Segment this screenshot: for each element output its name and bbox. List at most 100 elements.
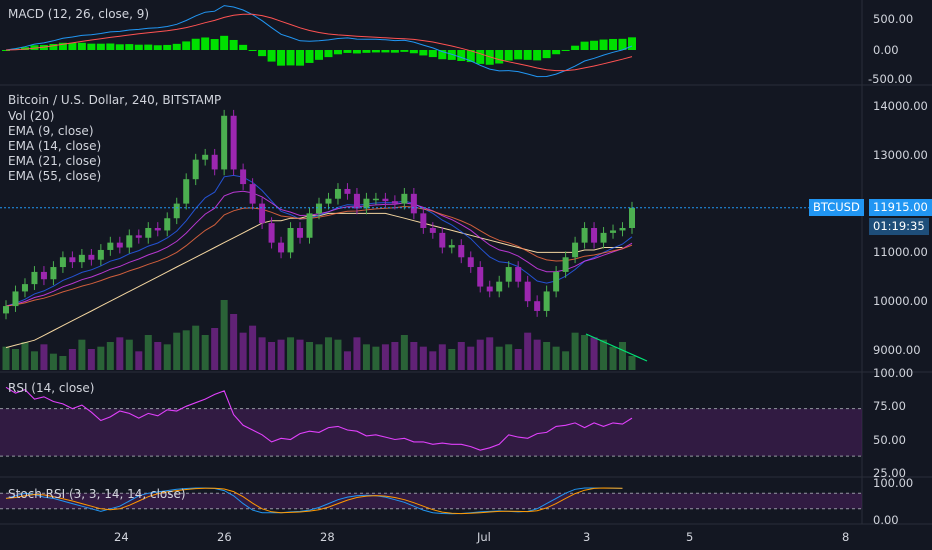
candle [439,232,446,248]
macd-histogram-bar [20,47,29,50]
macd-histogram-bar [580,41,589,50]
candle [107,242,114,250]
candle [240,169,247,185]
candle [164,218,171,231]
volume-bar [192,325,200,370]
candle [325,198,332,204]
candle [344,188,351,194]
candle [183,179,190,204]
volume-bar [40,344,48,370]
rsi-title: RSI (14, close) [8,381,95,395]
macd-histogram-bar [220,35,229,50]
rsi-line [5,386,633,451]
volume-bar [600,339,608,370]
volume-bar [324,337,332,370]
macd-line [5,5,633,78]
rsi-tick-50: 50.00 [873,433,906,447]
candle [3,306,9,314]
volume-bar [476,339,484,370]
candle [467,257,474,268]
volume-bar [457,342,465,370]
candle [59,257,66,268]
volume-bar [78,339,86,370]
macd-histogram-bar [286,50,295,66]
rsi-tick-100: 100.00 [873,366,914,380]
macd-histogram-bar [96,43,105,50]
macd-histogram-bar [504,50,513,61]
candle [477,267,484,287]
volume-bar [125,339,133,370]
macd-histogram-bar [324,50,333,58]
candle [420,213,427,228]
candle [581,228,588,243]
candle [116,242,123,248]
volume-bar [571,332,579,370]
macd-histogram-bar [267,50,276,62]
rsi-band [0,408,862,457]
price-title: Bitcoin / U.S. Dollar, 240, BITSTAMP [8,93,222,107]
volume-bar [49,353,57,370]
macd-tick-0: 0.00 [873,43,899,57]
macd-histogram-bar [371,50,380,53]
candle [382,198,389,202]
macd-histogram-bar [305,50,314,63]
candle [12,291,19,307]
stoch-band [0,493,862,509]
macd-histogram-bar [172,43,181,50]
volume-bar [334,339,342,370]
indicator-ema21: EMA (21, close) [8,154,102,168]
candle [543,291,550,311]
volume-bar [249,325,257,370]
macd-histogram-bar [542,50,551,59]
macd-histogram-bar [400,50,409,52]
volume-bar [467,346,475,370]
candle [221,115,228,170]
candle [88,254,95,260]
macd-histogram-bar [49,43,58,50]
rsi-tick-25: 25.00 [873,466,906,480]
volume-bar [11,349,19,370]
macd-histogram-bar [628,37,636,50]
volume-bar [211,328,219,370]
macd-tick-500: 500.00 [873,12,914,26]
volume-bar [144,335,152,370]
candle [268,223,275,243]
volume-bar [619,342,627,370]
candle [610,230,617,233]
volume-bar [609,346,617,370]
time-tick-26: 26 [217,530,232,544]
volume-divergence-line [585,333,648,362]
macd-histogram-bar [466,50,475,63]
stoch-tick-100: 100.00 [873,476,914,490]
volume-bar [258,337,266,370]
macd-histogram-bar [571,45,580,50]
volume-bar [268,342,276,370]
volume-bar [419,346,427,370]
volume-bar [429,351,437,370]
volume-bar [59,356,67,370]
candle [31,271,38,285]
macd-histogram-bar [191,38,200,50]
macd-histogram-bar [523,50,532,60]
macd-histogram-bar [343,50,352,53]
candle [145,228,152,238]
macd-histogram-bar [381,50,390,53]
volume-bar [173,332,181,370]
macd-histogram-bar [201,37,210,50]
volume-bar [514,349,522,370]
stoch-tick-0: 0.00 [873,513,899,527]
candle [524,281,531,302]
macd-histogram-bar [134,44,143,50]
candle [173,203,180,219]
time-tick-24: 24 [114,530,129,544]
volume-bar [201,335,209,370]
candle [306,213,313,238]
volume-bar [315,344,323,370]
rsi-tick-75: 75.00 [873,399,906,413]
price-tick-14000: 14000.00 [873,99,928,113]
symbol-tag: BTCUSD [809,199,864,216]
time-tick-3: 3 [583,530,591,544]
candle [515,267,522,282]
macd-histogram-bar [590,40,599,50]
